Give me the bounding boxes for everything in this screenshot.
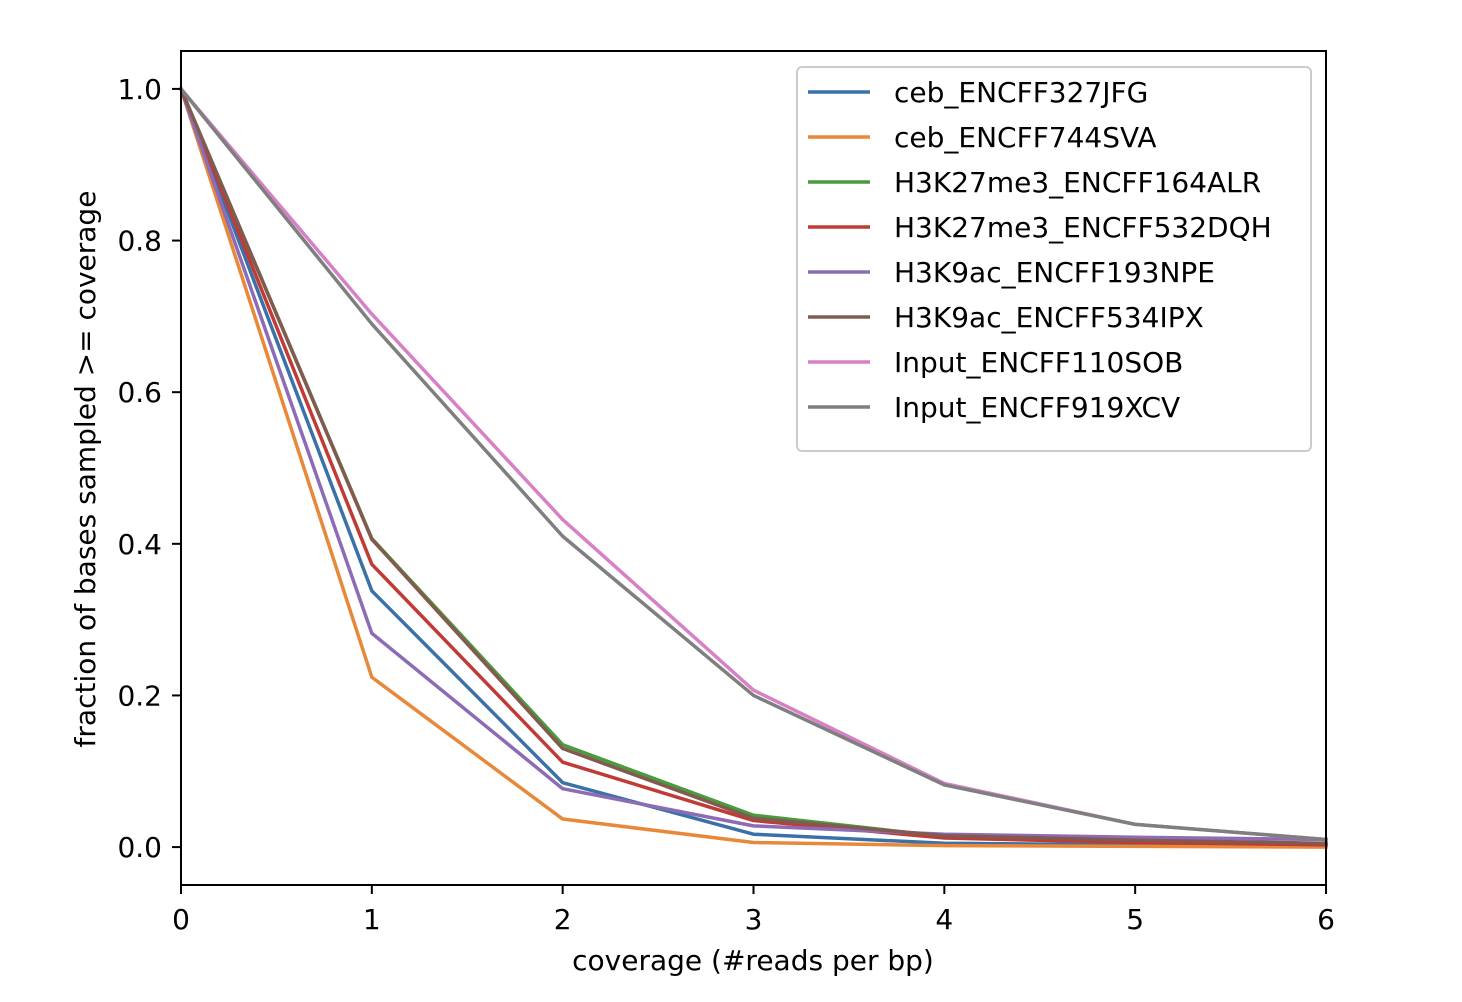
series-line-H3K9ac_ENCFF534IPX xyxy=(178,86,1328,846)
x-tick-label: 5 xyxy=(1126,903,1144,936)
legend-box xyxy=(796,66,1312,452)
x-tick-label: 1 xyxy=(363,903,381,936)
x-tick-label: 2 xyxy=(554,903,572,936)
legend-label-ceb_ENCFF744SVA: ceb_ENCFF744SVA xyxy=(894,121,1157,154)
axes-layer: 0 1 2 3 4 5 6 0.0 0.2 0.4 0.6 0.8 1.0 xyxy=(117,50,1335,936)
legend-label-H3K27me3_ENCFF532DQH: H3K27me3_ENCFF532DQH xyxy=(894,211,1272,244)
legend-label-Input_ENCFF919XCV: Input_ENCFF919XCV xyxy=(894,391,1180,424)
series-line-ceb_ENCFF744SVA xyxy=(178,86,1328,849)
legend-label-ceb_ENCFF327JFG: ceb_ENCFF327JFG xyxy=(894,76,1148,109)
legend-label-Input_ENCFF110SOB: Input_ENCFF110SOB xyxy=(894,346,1183,379)
series-line-H3K9ac_ENCFF193NPE xyxy=(178,86,1328,842)
series-layer xyxy=(178,86,1328,849)
x-tick-label: 0 xyxy=(172,903,190,936)
legend-label-H3K27me3_ENCFF164ALR: H3K27me3_ENCFF164ALR xyxy=(894,166,1261,199)
legend-label-H3K9ac_ENCFF534IPX: H3K9ac_ENCFF534IPX xyxy=(894,301,1204,334)
series-line-H3K27me3_ENCFF532DQH xyxy=(178,86,1328,847)
legend-label-H3K9ac_ENCFF193NPE: H3K9ac_ENCFF193NPE xyxy=(894,256,1215,289)
series-line-Input_ENCFF919XCV xyxy=(178,86,1328,842)
x-tick-label: 4 xyxy=(935,903,953,936)
y-tick-label: 1.0 xyxy=(117,73,162,106)
y-tick-label: 0.2 xyxy=(117,679,162,712)
x-axis-label: coverage (#reads per bp) xyxy=(572,944,934,977)
y-axis-label: fraction of bases sampled >= coverage xyxy=(69,191,102,748)
y-tick-label: 0.0 xyxy=(117,831,162,864)
y-tick-label: 0.8 xyxy=(117,225,162,258)
legend: ceb_ENCFF327JFG ceb_ENCFF744SVA H3K27me3_E… xyxy=(796,66,1312,452)
y-tick-label: 0.4 xyxy=(117,528,162,561)
x-tick-label: 6 xyxy=(1317,903,1335,936)
x-tick-label: 3 xyxy=(745,903,763,936)
y-tick-label: 0.6 xyxy=(117,376,162,409)
